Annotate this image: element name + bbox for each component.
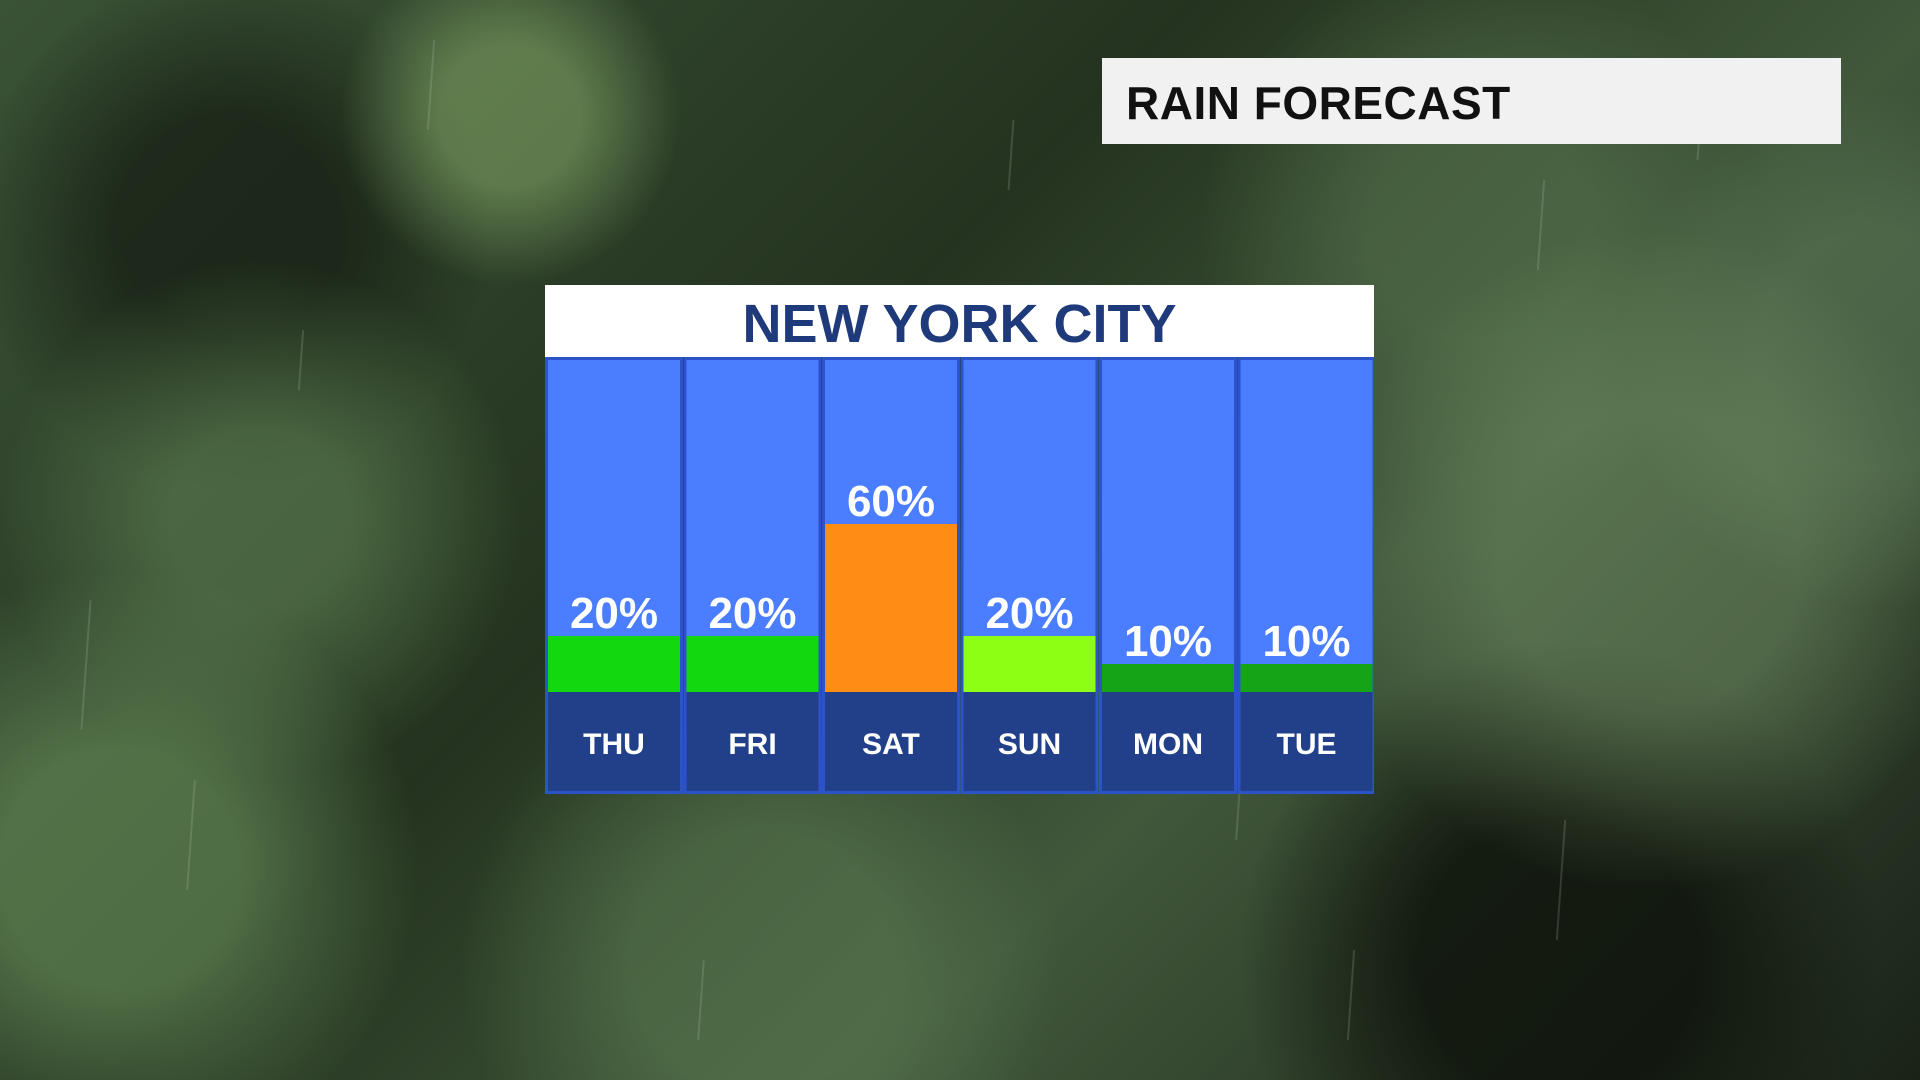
rain-chance-label: 20% <box>708 589 796 638</box>
day-label: FRI <box>728 728 776 761</box>
rain-chance-label: 10% <box>1262 617 1350 666</box>
day-band <box>963 692 1096 791</box>
city-header: NEW YORK CITY <box>545 285 1374 357</box>
day-band <box>825 692 957 791</box>
rain-forecast-header: RAIN FORECAST <box>1102 58 1841 144</box>
rain-chance-bar <box>963 636 1096 692</box>
day-band <box>548 692 680 791</box>
day-band <box>1240 692 1373 791</box>
rain-chance-label: 10% <box>1124 617 1212 666</box>
day-label: TUE <box>1277 728 1337 761</box>
page-title: RAIN FORECAST <box>1126 77 1511 129</box>
rain-chance-bar <box>1240 664 1373 692</box>
rain-chance-label: 60% <box>847 477 935 526</box>
rain-chance-bar <box>686 636 819 692</box>
rain-chance-bar <box>1102 664 1234 692</box>
rain-chance-chart: 20% THU 20% FRI 60% SAT 20% SUN 10% MON 10% TUE <box>545 357 1374 794</box>
day-label: SUN <box>998 728 1061 761</box>
rain-chance-bar <box>825 524 957 692</box>
rain-chance-label: 20% <box>985 589 1073 638</box>
rain-chance-bar <box>548 636 680 692</box>
day-band <box>686 692 819 791</box>
day-label: SAT <box>862 728 920 761</box>
rain-chance-label: 20% <box>570 589 658 638</box>
day-label: THU <box>583 728 645 761</box>
city-title: NEW YORK CITY <box>742 294 1177 354</box>
day-label: MON <box>1133 728 1203 761</box>
day-band <box>1102 692 1234 791</box>
city-forecast-panel: NEW YORK CITY 20% THU 20% FRI 60% SAT 20% SUN 10… <box>545 285 1374 794</box>
